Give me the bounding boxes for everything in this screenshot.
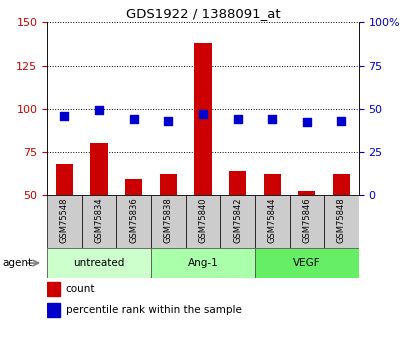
Bar — [332, 174, 349, 195]
Text: GSM75846: GSM75846 — [301, 198, 310, 243]
Text: GSM75548: GSM75548 — [60, 198, 69, 243]
Point — [165, 118, 171, 124]
Text: GSM75836: GSM75836 — [129, 198, 138, 243]
Bar — [297, 191, 315, 195]
Bar — [116, 195, 151, 248]
Bar — [263, 174, 280, 195]
Point — [337, 118, 344, 124]
Text: VEGF: VEGF — [292, 258, 320, 268]
Bar — [289, 195, 324, 248]
Bar — [47, 195, 81, 248]
Text: GSM75834: GSM75834 — [94, 198, 103, 243]
Title: GDS1922 / 1388091_at: GDS1922 / 1388091_at — [125, 7, 280, 20]
Bar — [159, 174, 177, 195]
Text: count: count — [66, 284, 95, 294]
Point — [130, 116, 137, 122]
Text: GSM75844: GSM75844 — [267, 198, 276, 243]
Text: Ang-1: Ang-1 — [187, 258, 218, 268]
Bar — [151, 195, 185, 248]
Text: percentile rank within the sample: percentile rank within the sample — [66, 305, 241, 315]
Bar — [228, 171, 246, 195]
Bar — [56, 164, 73, 195]
Bar — [90, 143, 108, 195]
Bar — [151, 248, 254, 278]
Text: GSM75838: GSM75838 — [164, 198, 173, 243]
Bar — [47, 248, 151, 278]
Point — [268, 116, 275, 122]
Text: GSM75840: GSM75840 — [198, 198, 207, 243]
Point — [199, 111, 206, 117]
Bar — [254, 248, 358, 278]
Text: GSM75848: GSM75848 — [336, 198, 345, 243]
Bar — [194, 43, 211, 195]
Bar — [47, 282, 59, 296]
Bar — [47, 303, 59, 317]
Bar — [254, 195, 289, 248]
Point — [303, 120, 309, 125]
Text: agent: agent — [2, 258, 32, 268]
Point — [234, 116, 240, 122]
Point — [96, 108, 102, 113]
Bar — [81, 195, 116, 248]
Bar — [125, 179, 142, 195]
Bar — [324, 195, 358, 248]
Text: untreated: untreated — [73, 258, 124, 268]
Bar — [220, 195, 254, 248]
Bar — [185, 195, 220, 248]
Text: GSM75842: GSM75842 — [232, 198, 241, 243]
Point — [61, 113, 67, 118]
